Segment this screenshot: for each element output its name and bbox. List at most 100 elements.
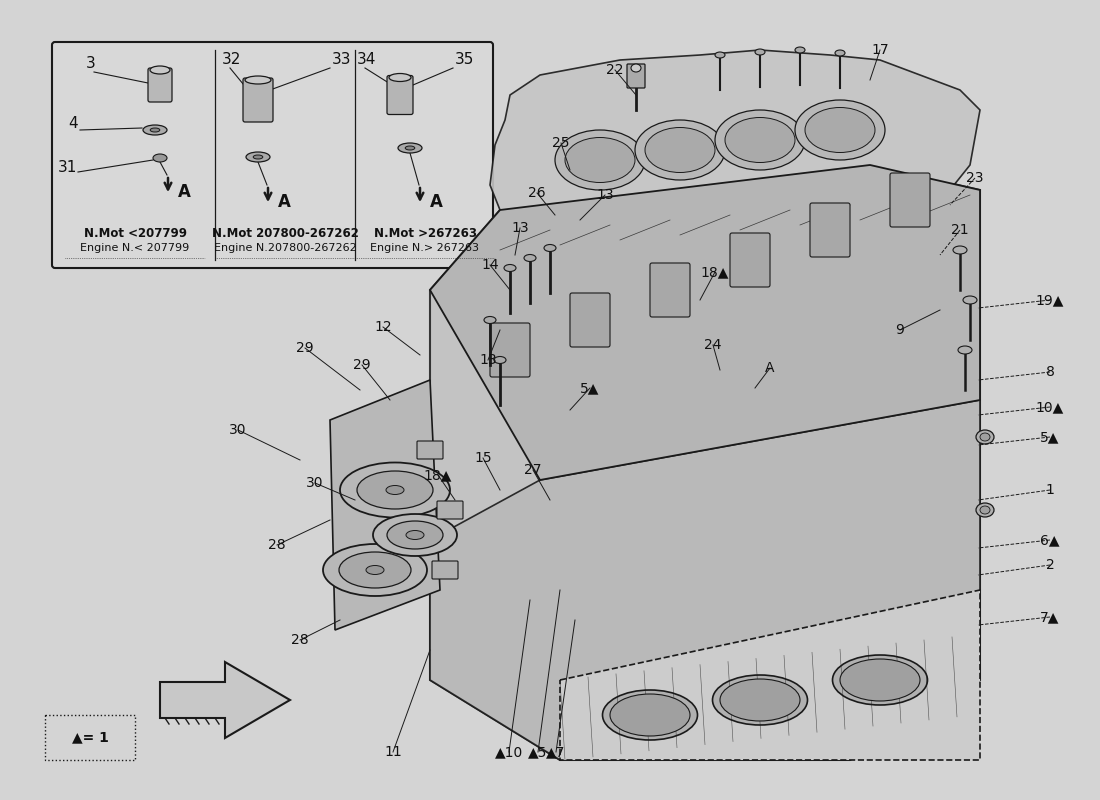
Text: 15: 15 [474,451,492,465]
Ellipse shape [524,254,536,262]
Ellipse shape [405,146,415,150]
Text: 26: 26 [528,186,546,200]
Text: 34: 34 [358,52,376,67]
Ellipse shape [713,675,807,725]
Text: ▲10: ▲10 [495,745,524,759]
Polygon shape [330,380,440,630]
Ellipse shape [253,155,263,159]
Ellipse shape [366,566,384,574]
Ellipse shape [153,154,167,162]
Ellipse shape [358,471,433,509]
Ellipse shape [387,521,443,549]
Ellipse shape [725,118,795,162]
Ellipse shape [755,49,764,55]
Text: 18▲: 18▲ [424,468,452,482]
Text: A: A [278,193,290,211]
FancyBboxPatch shape [148,68,172,102]
Text: ▲7: ▲7 [547,745,565,759]
Ellipse shape [795,100,886,160]
Bar [45,715,135,760]
Ellipse shape [840,659,920,701]
Text: 13: 13 [480,353,497,367]
Text: 10▲: 10▲ [1036,400,1064,414]
Text: 18▲: 18▲ [701,265,729,279]
Text: 28: 28 [268,538,286,552]
Text: 21: 21 [952,223,969,237]
Text: 11: 11 [384,745,402,759]
Text: 13: 13 [512,221,529,235]
Text: 29: 29 [296,341,314,355]
Text: ▲= 1: ▲= 1 [72,730,109,745]
FancyBboxPatch shape [810,203,850,257]
Polygon shape [490,50,980,240]
Text: 30: 30 [229,423,246,437]
Text: 29: 29 [353,358,371,372]
Text: 6▲: 6▲ [1041,533,1059,547]
Ellipse shape [484,317,496,323]
Ellipse shape [715,110,805,170]
Ellipse shape [246,152,270,162]
Text: 33: 33 [332,52,352,67]
Ellipse shape [603,690,697,740]
Polygon shape [160,662,290,738]
Ellipse shape [150,66,170,74]
Text: 5▲: 5▲ [1041,430,1059,444]
Text: 35: 35 [455,52,474,67]
Text: 24: 24 [704,338,722,352]
Ellipse shape [151,128,160,132]
Ellipse shape [339,552,411,588]
Text: 8: 8 [1046,365,1055,379]
Ellipse shape [976,430,994,444]
Text: Engine N.< 207799: Engine N.< 207799 [80,243,189,253]
Text: 25: 25 [552,136,570,150]
FancyBboxPatch shape [52,42,493,268]
Text: N.Mot 207800-267262: N.Mot 207800-267262 [211,227,359,240]
Polygon shape [560,590,980,760]
Text: 27: 27 [525,463,541,477]
Text: 30: 30 [306,476,323,490]
Text: A: A [430,193,443,211]
Text: 19▲: 19▲ [1036,293,1064,307]
FancyBboxPatch shape [490,323,530,377]
Text: N.Mot >267263: N.Mot >267263 [374,227,476,240]
Ellipse shape [953,246,967,254]
FancyBboxPatch shape [650,263,690,317]
Text: A: A [766,361,774,375]
FancyBboxPatch shape [437,501,463,519]
Ellipse shape [720,679,800,721]
Text: 23: 23 [966,171,983,185]
Polygon shape [430,165,980,480]
Ellipse shape [565,138,635,182]
Ellipse shape [715,52,725,58]
Ellipse shape [373,514,456,556]
Ellipse shape [805,107,874,153]
Text: A: A [178,183,191,201]
Text: 9: 9 [895,323,904,337]
Text: 2: 2 [1046,558,1055,572]
Ellipse shape [962,296,977,304]
Text: 13: 13 [596,188,614,202]
Ellipse shape [610,694,690,736]
Text: 1: 1 [1046,483,1055,497]
Ellipse shape [245,76,271,84]
Ellipse shape [976,503,994,517]
Text: 3: 3 [86,56,96,71]
Ellipse shape [494,357,506,363]
FancyBboxPatch shape [627,64,645,88]
Text: 22: 22 [606,63,624,77]
Ellipse shape [340,462,450,518]
Ellipse shape [835,50,845,56]
Ellipse shape [631,64,641,72]
Text: N.Mot <207799: N.Mot <207799 [84,227,187,240]
FancyBboxPatch shape [243,78,273,122]
Text: 32: 32 [222,52,241,67]
Text: 7▲: 7▲ [1041,610,1059,624]
Ellipse shape [504,265,516,271]
Text: 5▲: 5▲ [581,381,600,395]
FancyBboxPatch shape [730,233,770,287]
Ellipse shape [645,127,715,173]
Ellipse shape [386,486,404,494]
Ellipse shape [980,506,990,514]
Polygon shape [430,165,980,760]
Ellipse shape [544,245,556,251]
